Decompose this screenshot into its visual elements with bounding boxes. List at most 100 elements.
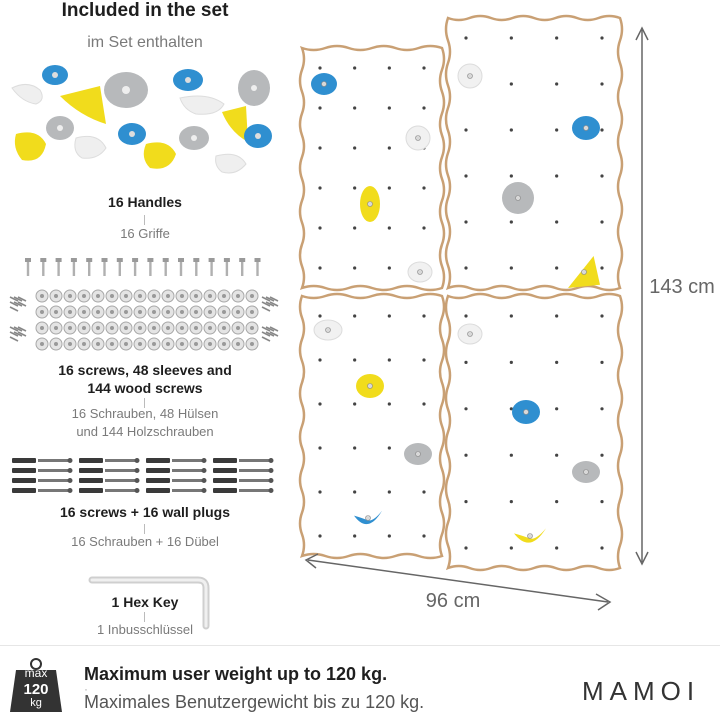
hold-grey-icon (238, 70, 270, 106)
climbing-hold-icon (572, 116, 600, 140)
wall-panel (444, 14, 624, 292)
sleeve-icon (91, 305, 105, 319)
screw-icon (147, 258, 154, 276)
climbing-hold-icon (514, 528, 546, 543)
max-weight-text: Maximum user weight up to 120 kg. (84, 664, 388, 684)
wall-panel (444, 292, 624, 572)
wall-plug-icon (213, 458, 274, 463)
sleeve-icon (175, 289, 189, 303)
sleeve-icon (161, 305, 175, 319)
sleeve-icon (217, 321, 231, 335)
max-weight-separator: · (84, 682, 88, 696)
wall-plugs-illustration (12, 458, 274, 493)
sleeve-icon (161, 289, 175, 303)
sleeve-icon (35, 321, 49, 335)
sleeve-icon (203, 305, 217, 319)
sleeve-icon (231, 305, 245, 319)
screw-icon (116, 258, 123, 276)
hold-blue-icon (244, 124, 272, 148)
handles-label-de: 16 Griffe (120, 226, 170, 241)
sleeve-icon (49, 337, 63, 351)
climbing-hold-icon (311, 73, 337, 95)
screw-icon (40, 258, 47, 276)
wood-screws-icon (9, 296, 27, 312)
sleeve-icon (147, 321, 161, 335)
weight-icon (10, 658, 62, 712)
sleeve-icon (161, 337, 175, 351)
climbing-hold-icon (502, 182, 534, 214)
sleeve-icon (49, 305, 63, 319)
wood-screws-icon (9, 326, 27, 342)
climbing-hold-icon (354, 510, 382, 525)
sleeve-icon (161, 321, 175, 335)
wall-plug-icon (146, 458, 207, 463)
brand-logo: MAMOI (582, 676, 701, 706)
wood-screws-icon (261, 296, 279, 312)
climbing-hold-icon (457, 323, 483, 345)
screws-sleeves-label-de-line2: und 144 Holzschrauben (76, 424, 214, 439)
sleeve-icon (77, 321, 91, 335)
screw-icon (132, 258, 139, 276)
sleeve-icon (63, 305, 77, 319)
hex-key-label: 1 Hex Key (111, 594, 179, 610)
climbing-hold-icon (572, 461, 600, 483)
sleeve-icon (77, 305, 91, 319)
hold-grey-icon (104, 72, 148, 108)
wall-plug-icon (79, 478, 140, 483)
handles-label: 16 Handles (108, 194, 182, 210)
sleeve-icon (49, 289, 63, 303)
screws-sleeves-illustration (9, 258, 279, 351)
sleeve-icon (49, 321, 63, 335)
divider (144, 524, 145, 534)
climbing-hold-icon (405, 125, 431, 151)
climbing-hold-icon (568, 256, 600, 288)
sleeve-icon (119, 305, 133, 319)
sleeve-icon (35, 337, 49, 351)
hold-white-icon (11, 84, 43, 105)
hold-yellow-icon (14, 132, 46, 161)
wall-plug-icon (12, 488, 73, 493)
hold-white-icon (74, 135, 107, 159)
sleeve-icon (105, 305, 119, 319)
climbing-hold-icon (356, 374, 384, 398)
screw-icon (254, 258, 261, 276)
screw-icon (193, 258, 200, 276)
sleeve-icon (245, 289, 259, 303)
max-weight-text-de: Maximales Benutzergewicht bis zu 120 kg. (84, 692, 425, 712)
screws-sleeves-label-de: 16 Schrauben, 48 Hülsen (71, 406, 219, 421)
sleeve-icon (105, 337, 119, 351)
sleeve-icon (133, 289, 147, 303)
sleeve-icon (133, 321, 147, 335)
screw-icon (162, 258, 169, 276)
height-label: 143 cm (644, 276, 720, 299)
climbing-wall-illustration (298, 14, 624, 572)
sleeve-icon (147, 289, 161, 303)
sleeve-icon (133, 305, 147, 319)
sleeve-icon (119, 337, 133, 351)
climbing-hold-icon (360, 186, 380, 222)
sleeve-icon (105, 289, 119, 303)
hold-blue-icon (118, 123, 146, 145)
screw-icon (239, 258, 246, 276)
sleeve-icon (63, 321, 77, 335)
hex-key-label-de: 1 Inbusschlüssel (96, 622, 194, 637)
sleeve-icon (189, 337, 203, 351)
sleeve-icon (175, 321, 189, 335)
climbing-hold-icon (457, 63, 483, 89)
wall-plugs-label: 16 screws + 16 wall plugs (59, 504, 231, 520)
divider (144, 612, 145, 622)
hex-key-icon (88, 576, 210, 630)
sleeve-icon (217, 337, 231, 351)
sleeve-icon (91, 337, 105, 351)
wall-plug-icon (146, 488, 207, 493)
screw-icon (178, 258, 184, 276)
sleeve-icon (217, 289, 231, 303)
sleeve-icon (231, 321, 245, 335)
sleeve-icon (203, 321, 217, 335)
sleeve-icon (119, 321, 133, 335)
wall-plug-icon (213, 478, 274, 483)
hold-grey-icon (46, 116, 74, 140)
sleeve-icon (203, 289, 217, 303)
sleeve-icon (63, 337, 77, 351)
climbing-hold-icon (404, 443, 432, 465)
